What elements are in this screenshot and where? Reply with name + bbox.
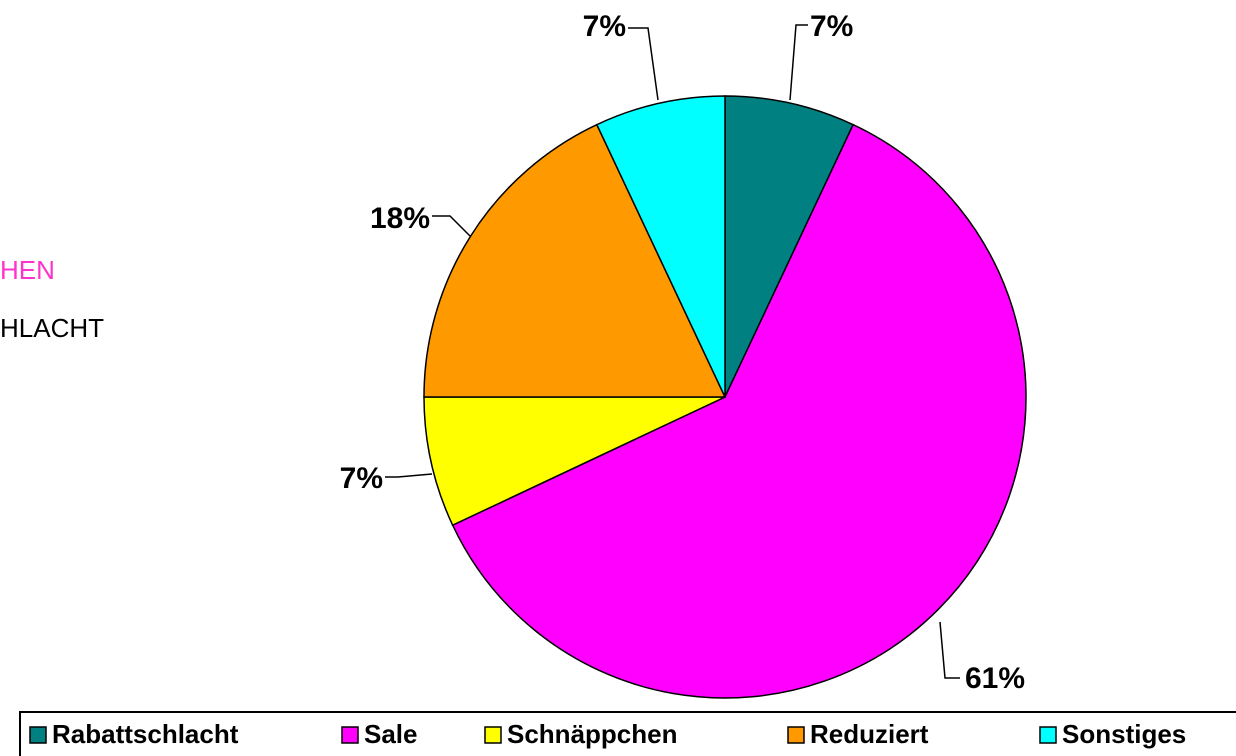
pie-slice: [595, 95, 726, 398]
leader-line: [385, 473, 433, 478]
pie-slice: [451, 123, 1027, 699]
side-text: HLACHT: [0, 313, 104, 343]
legend-label: Sale: [364, 719, 418, 749]
legend-swatch: [484, 726, 502, 744]
legend-label: Reduziert: [810, 719, 929, 749]
legend-label: Rabattschlacht: [52, 719, 239, 749]
legend-swatch: [29, 726, 47, 744]
data-label: 7%: [340, 462, 383, 495]
pie-slice: [724, 95, 855, 398]
leader-line: [432, 215, 471, 237]
legend-swatch: [1039, 726, 1057, 744]
data-label: 18%: [370, 202, 430, 235]
data-label: 61%: [965, 662, 1025, 695]
data-label: 7%: [583, 10, 626, 43]
data-label: 7%: [810, 10, 853, 43]
legend-label: Sonstiges: [1062, 719, 1186, 749]
leader-line: [628, 27, 659, 101]
legend-swatch: [341, 726, 359, 744]
side-text: HEN: [0, 255, 55, 285]
legend-swatch: [787, 726, 805, 744]
legend-box: [19, 711, 1236, 756]
leader-line: [789, 24, 808, 101]
legend-label: Schnäppchen: [507, 719, 677, 749]
pie-slice: [423, 396, 726, 527]
pie-slice: [423, 123, 727, 398]
leader-line: [939, 621, 960, 679]
